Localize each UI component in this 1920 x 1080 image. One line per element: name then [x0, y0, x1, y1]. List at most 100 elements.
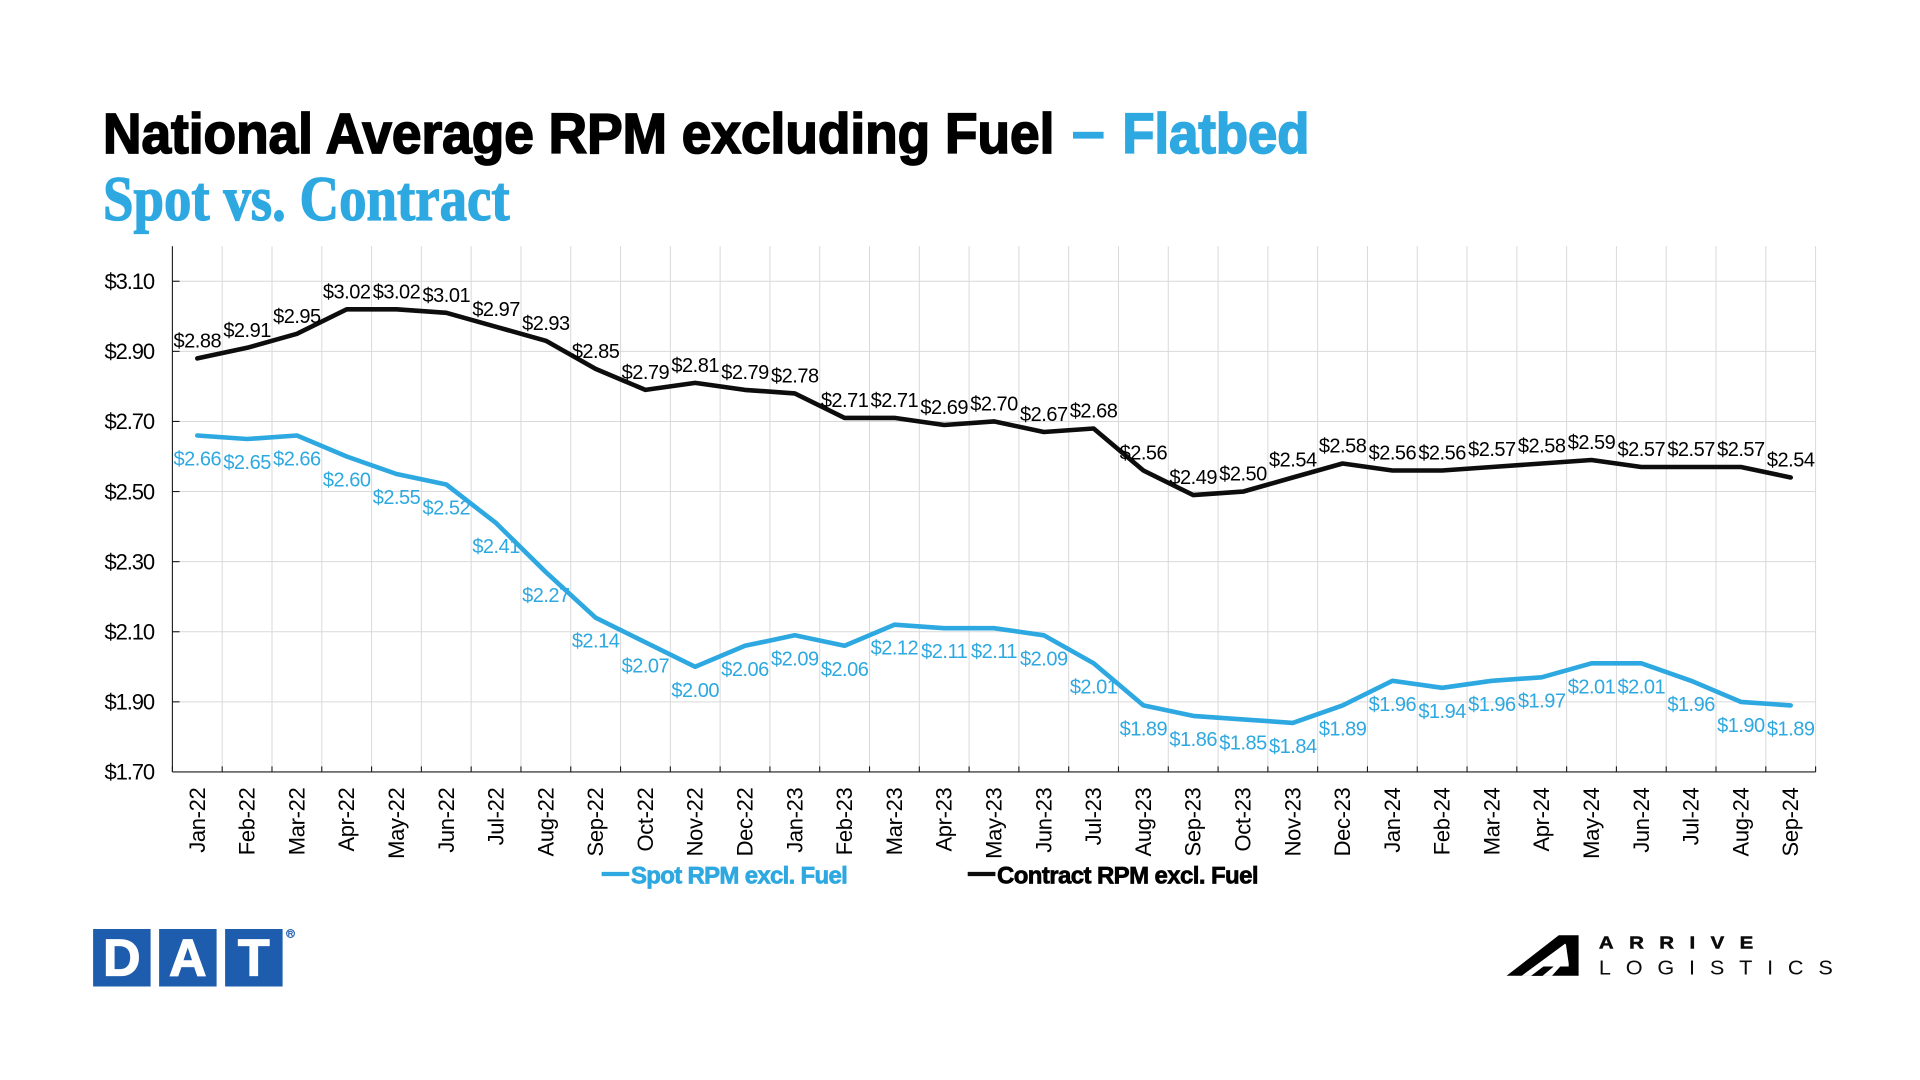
- svg-text:Dec-23: Dec-23: [1330, 787, 1355, 856]
- svg-text:$1.96: $1.96: [1468, 694, 1516, 716]
- svg-text:$3.10: $3.10: [104, 269, 154, 294]
- svg-text:$2.60: $2.60: [323, 470, 371, 492]
- svg-text:$2.06: $2.06: [821, 659, 869, 681]
- svg-text:Jun-24: Jun-24: [1629, 787, 1654, 852]
- svg-text:$1.89: $1.89: [1319, 718, 1367, 740]
- svg-text:LOGISTICS: LOGISTICS: [1599, 957, 1848, 979]
- svg-text:Jan-22: Jan-22: [185, 787, 210, 852]
- svg-text:$2.88: $2.88: [174, 330, 222, 352]
- svg-text:$2.50: $2.50: [104, 479, 154, 504]
- svg-text:$2.58: $2.58: [1518, 436, 1566, 458]
- svg-text:$2.41: $2.41: [472, 536, 520, 558]
- svg-text:Mar-22: Mar-22: [284, 787, 309, 855]
- svg-text:$2.70: $2.70: [104, 409, 154, 434]
- svg-text:National Average RPM excluding: National Average RPM excluding Fuel: [103, 101, 1054, 165]
- svg-text:$2.71: $2.71: [821, 390, 869, 412]
- svg-text:$2.27: $2.27: [522, 585, 570, 607]
- svg-text:$2.49: $2.49: [1169, 467, 1217, 489]
- svg-text:Aug-22: Aug-22: [533, 787, 558, 856]
- svg-text:Mar-24: Mar-24: [1479, 787, 1504, 855]
- svg-text:D: D: [103, 930, 141, 988]
- svg-text:$2.55: $2.55: [373, 487, 421, 509]
- svg-text:Feb-22: Feb-22: [235, 787, 260, 855]
- svg-text:$2.57: $2.57: [1618, 439, 1666, 461]
- svg-text:Sep-22: Sep-22: [583, 787, 608, 856]
- svg-text:$2.65: $2.65: [223, 452, 271, 474]
- svg-text:Jan-23: Jan-23: [782, 787, 807, 852]
- svg-text:$1.89: $1.89: [1767, 718, 1815, 740]
- svg-text:$2.66: $2.66: [174, 449, 222, 471]
- svg-text:$1.70: $1.70: [104, 760, 154, 785]
- svg-text:$2.57: $2.57: [1468, 439, 1516, 461]
- svg-text:Oct-23: Oct-23: [1230, 787, 1255, 851]
- svg-text:$2.93: $2.93: [522, 313, 570, 335]
- svg-text:$2.06: $2.06: [721, 659, 769, 681]
- svg-text:$1.96: $1.96: [1369, 694, 1417, 716]
- svg-text:$2.09: $2.09: [771, 648, 819, 670]
- svg-text:$2.54: $2.54: [1269, 450, 1317, 472]
- svg-text:$2.50: $2.50: [1219, 464, 1267, 486]
- svg-text:$2.68: $2.68: [1070, 401, 1118, 423]
- svg-text:Mar-23: Mar-23: [882, 787, 907, 855]
- svg-text:$1.96: $1.96: [1667, 694, 1715, 716]
- svg-text:$2.67: $2.67: [1020, 404, 1068, 426]
- svg-text:Dec-22: Dec-22: [733, 787, 758, 856]
- svg-text:Jul-23: Jul-23: [1081, 787, 1106, 845]
- svg-text:ARRIVE: ARRIVE: [1599, 934, 1769, 954]
- svg-text:$2.56: $2.56: [1369, 443, 1417, 465]
- svg-text:$2.70: $2.70: [970, 393, 1018, 415]
- svg-text:$1.94: $1.94: [1418, 701, 1466, 723]
- svg-text:$2.59: $2.59: [1568, 432, 1616, 454]
- svg-text:Sep-23: Sep-23: [1181, 787, 1206, 856]
- svg-text:$2.71: $2.71: [871, 390, 919, 412]
- svg-text:$2.52: $2.52: [423, 498, 471, 520]
- svg-text:$2.95: $2.95: [273, 306, 321, 328]
- svg-text:$2.56: $2.56: [1418, 443, 1466, 465]
- svg-text:$2.10: $2.10: [104, 619, 154, 644]
- svg-text:$2.81: $2.81: [671, 355, 719, 377]
- svg-text:$3.02: $3.02: [323, 281, 371, 303]
- svg-text:$2.79: $2.79: [622, 362, 670, 384]
- svg-text:Contract RPM excl. Fuel: Contract RPM excl. Fuel: [997, 862, 1258, 889]
- svg-text:$2.56: $2.56: [1120, 443, 1168, 465]
- svg-text:$2.01: $2.01: [1618, 676, 1666, 698]
- svg-text:$2.30: $2.30: [104, 549, 154, 574]
- svg-text:$2.97: $2.97: [472, 299, 520, 321]
- svg-text:$1.89: $1.89: [1120, 718, 1168, 740]
- svg-text:May-23: May-23: [982, 787, 1007, 858]
- svg-text:Spot RPM excl. Fuel: Spot RPM excl. Fuel: [631, 862, 847, 889]
- svg-text:$1.85: $1.85: [1219, 732, 1267, 754]
- svg-text:$2.14: $2.14: [572, 631, 620, 653]
- svg-text:Nov-23: Nov-23: [1280, 787, 1305, 856]
- svg-text:$2.01: $2.01: [1568, 676, 1616, 698]
- svg-text:$1.97: $1.97: [1518, 690, 1566, 712]
- svg-text:$2.66: $2.66: [273, 449, 321, 471]
- svg-text:May-24: May-24: [1579, 787, 1604, 858]
- svg-text:$2.78: $2.78: [771, 365, 819, 387]
- svg-text:Jun-23: Jun-23: [1031, 787, 1056, 852]
- svg-text:$2.07: $2.07: [622, 655, 670, 677]
- svg-text:$2.09: $2.09: [1020, 648, 1068, 670]
- svg-text:$2.79: $2.79: [721, 362, 769, 384]
- svg-text:Sep-24: Sep-24: [1778, 787, 1803, 856]
- svg-text:T: T: [238, 930, 270, 988]
- svg-text:$2.12: $2.12: [871, 638, 919, 660]
- svg-text:$2.57: $2.57: [1717, 439, 1765, 461]
- svg-text:$2.11: $2.11: [921, 641, 967, 663]
- svg-text:$1.90: $1.90: [1717, 715, 1765, 737]
- svg-text:$2.91: $2.91: [223, 320, 271, 342]
- svg-text:Jul-22: Jul-22: [484, 787, 509, 845]
- svg-text:$2.57: $2.57: [1667, 439, 1715, 461]
- svg-text:Apr-24: Apr-24: [1529, 787, 1554, 851]
- svg-text:$1.86: $1.86: [1169, 729, 1217, 751]
- svg-text:R: R: [288, 929, 294, 938]
- svg-text:A: A: [169, 930, 207, 988]
- svg-text:Flatbed: Flatbed: [1122, 101, 1309, 165]
- svg-text:May-22: May-22: [384, 787, 409, 858]
- svg-text:Feb-24: Feb-24: [1430, 787, 1455, 855]
- svg-text:$2.58: $2.58: [1319, 436, 1367, 458]
- svg-text:$2.00: $2.00: [671, 680, 719, 702]
- svg-text:$2.69: $2.69: [920, 397, 968, 419]
- svg-text:$3.01: $3.01: [423, 285, 471, 307]
- svg-text:Aug-23: Aug-23: [1131, 787, 1156, 856]
